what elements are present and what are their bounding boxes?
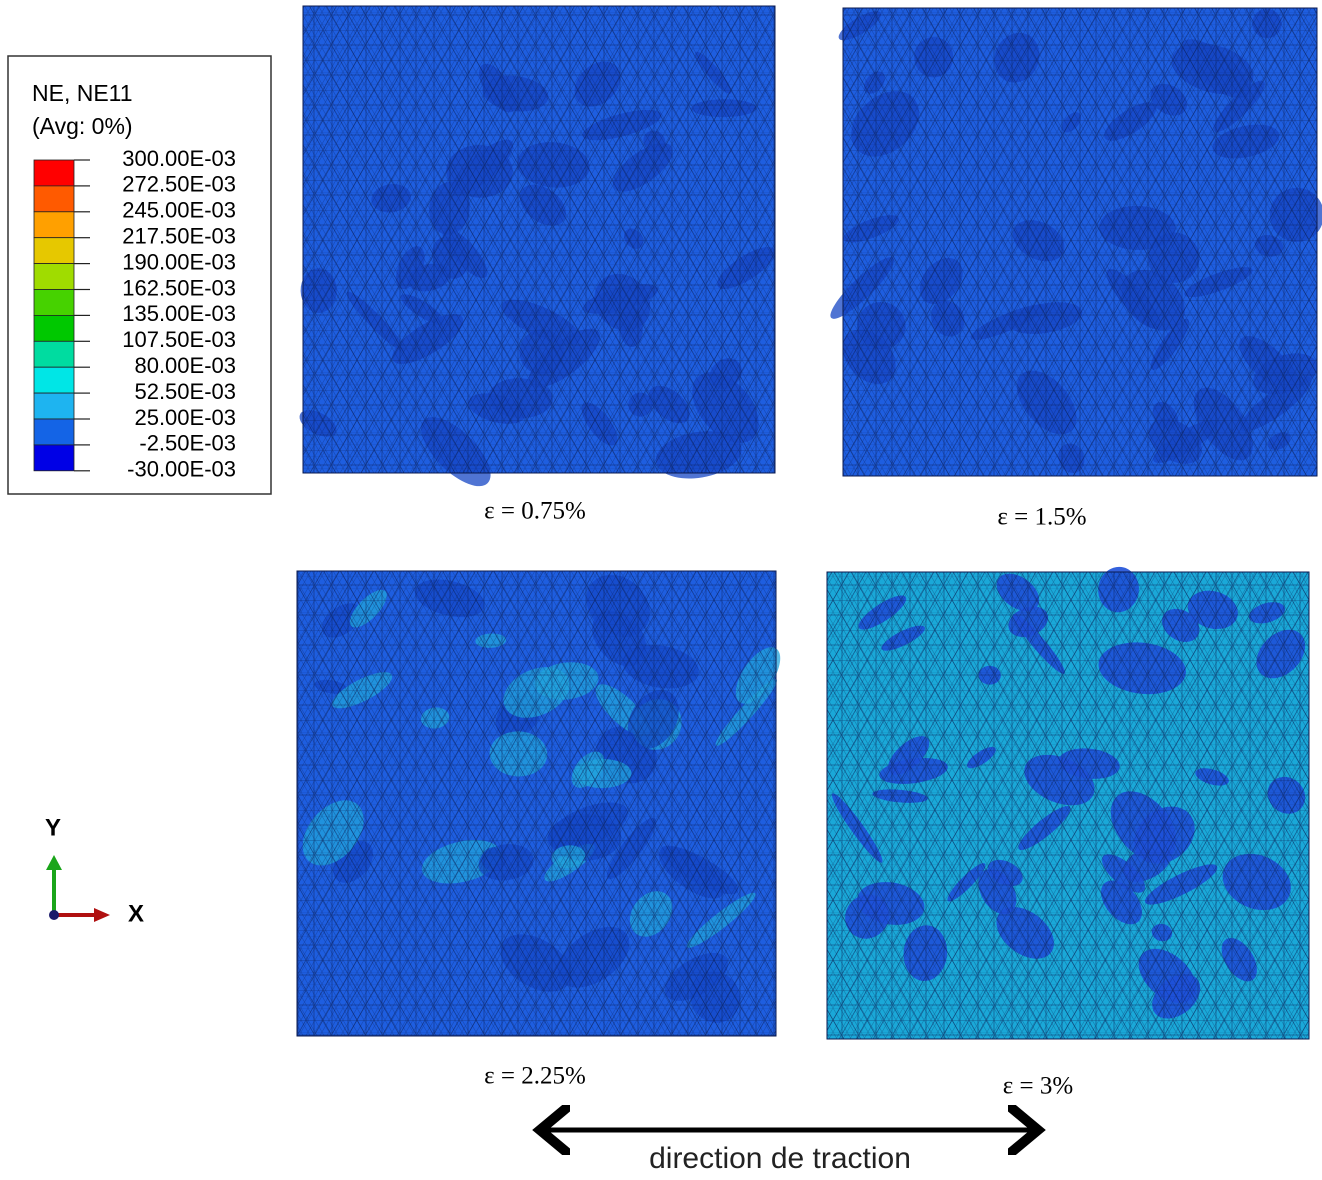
legend-swatch xyxy=(33,211,75,239)
panel-caption: ε = 3% xyxy=(1003,1073,1073,1100)
legend-swatch xyxy=(33,159,75,187)
legend-label: 162.50E-03 xyxy=(122,275,236,300)
y-arrowhead xyxy=(46,855,62,870)
legend-label: 272.50E-03 xyxy=(122,172,236,197)
mesh-overlay-fine xyxy=(843,8,1317,476)
legend-swatch xyxy=(33,237,75,264)
arrow-label: direction de traction xyxy=(649,1142,911,1175)
legend-subtitle: (Avg: 0%) xyxy=(32,113,133,139)
panel-caption: ε = 2.25% xyxy=(484,1063,586,1090)
legend-swatch xyxy=(33,289,75,316)
mesh-panel xyxy=(830,7,1322,477)
axis-triad: Y X xyxy=(45,814,144,927)
legend-label: -2.50E-03 xyxy=(139,431,236,456)
x-arrowhead xyxy=(94,908,110,922)
legend-label: 190.00E-03 xyxy=(122,249,236,274)
legend-swatch xyxy=(33,263,75,290)
mesh-panel xyxy=(299,5,776,487)
legend-label: 107.50E-03 xyxy=(122,327,236,352)
legend-label: 300.00E-03 xyxy=(122,146,236,171)
legend-label: 217.50E-03 xyxy=(122,224,236,249)
z-dot xyxy=(49,910,59,920)
legend-swatch xyxy=(33,418,75,446)
legend-label: 52.50E-03 xyxy=(134,379,236,404)
mesh-panel xyxy=(826,566,1310,1040)
legend-label: 135.00E-03 xyxy=(122,301,236,326)
mesh-panel xyxy=(296,570,781,1037)
legend-swatch xyxy=(33,185,75,213)
legend-label: 245.00E-03 xyxy=(122,198,236,223)
legend-swatch xyxy=(33,314,75,342)
legend-swatch xyxy=(33,444,75,472)
panel-border xyxy=(826,571,1310,1040)
y-label: Y xyxy=(45,814,61,841)
panel-caption: ε = 0.75% xyxy=(484,498,586,525)
mesh-overlay-fine xyxy=(297,571,776,1036)
panel-border xyxy=(842,7,1318,477)
x-label: X xyxy=(128,900,144,927)
legend-label: 80.00E-03 xyxy=(134,353,236,378)
panel-border xyxy=(302,5,776,474)
legend-title: NE, NE11 xyxy=(32,80,133,106)
panel-border xyxy=(296,570,777,1037)
legend-label: 25.00E-03 xyxy=(134,405,236,430)
mesh-overlay-fine xyxy=(827,572,1309,1039)
legend-label: -30.00E-03 xyxy=(127,457,236,482)
mesh-overlay-fine xyxy=(303,6,775,473)
legend-swatch xyxy=(33,366,75,394)
panels: ε = 0.75% ε = 1.5% ε = 2.25% ε = 3% xyxy=(296,5,1322,1100)
legend-colorbar: 300.00E-03272.50E-03245.00E-03217.50E-03… xyxy=(33,146,236,482)
panel-caption: ε = 1.5% xyxy=(997,504,1086,531)
legend-swatch xyxy=(33,340,75,368)
legend-swatch xyxy=(33,392,75,420)
